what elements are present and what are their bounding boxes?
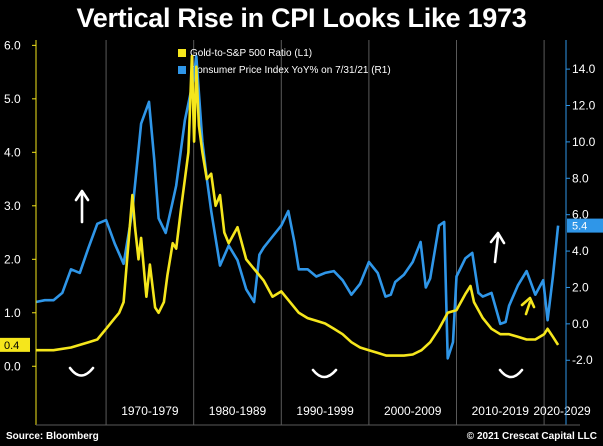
bottom-marker-icon <box>68 366 95 377</box>
source-label: Source: Bloomberg <box>6 431 99 442</box>
legend-label-cpi: Consumer Price Index YoY% on 7/31/21 (R1… <box>190 65 391 76</box>
x-tick-label: 1990-1999 <box>296 404 354 418</box>
x-tick-label: 2010-2019 <box>472 404 530 418</box>
bottom-marker-icon <box>311 368 338 379</box>
left-tick-label: 5.0 <box>4 92 21 106</box>
arrow-up-right-icon <box>520 296 536 316</box>
series-line-cpi-yoy <box>35 55 560 360</box>
left-tick-label: 1.0 <box>4 306 21 320</box>
right-tick-label: 10.0 <box>572 135 596 149</box>
right-tick-label: 6.0 <box>572 208 589 222</box>
right-tick-label: 4.0 <box>572 244 589 258</box>
page-title: Vertical Rise in CPI Looks Like 1973 <box>76 3 527 33</box>
x-tick-label: 2000-2009 <box>384 404 442 418</box>
left-tick-label: 4.0 <box>4 145 21 159</box>
last-value-badge-cpi <box>567 218 603 233</box>
last-value-badge-gold <box>0 337 30 352</box>
x-tick-label: 1970-1979 <box>121 404 179 418</box>
left-tick-label: 6.0 <box>4 38 21 52</box>
right-tick-label: 0.0 <box>572 317 589 331</box>
series-layer <box>35 54 560 360</box>
right-tick-label: 14.0 <box>572 62 596 76</box>
axes-layer: 1970-1979 1980-1989 1990-1999 2000-2009 2010… <box>0 38 603 426</box>
legend-swatch-gold <box>178 49 186 57</box>
last-value-label-cpi: 5.4 <box>572 221 587 233</box>
left-tick-label: 2.0 <box>4 252 21 266</box>
legend-label-gold: Gold-to-S&P 500 Ratio (L1) <box>190 48 312 59</box>
bottom-marker-icon <box>498 368 524 379</box>
left-tick-label: 0.0 <box>4 359 21 373</box>
right-tick-label: 2.0 <box>572 280 589 294</box>
gridlines <box>105 40 545 425</box>
arrow-up-icon <box>489 231 506 264</box>
annotations <box>68 189 536 379</box>
right-tick-label: 8.0 <box>572 171 589 185</box>
left-tick-label: 3.0 <box>4 199 21 213</box>
arrow-up-icon <box>74 189 90 224</box>
legend-swatch-cpi <box>178 66 186 74</box>
x-tick-label: 1980-1989 <box>209 404 267 418</box>
legend: Gold-to-S&P 500 Ratio (L1) Consumer Pric… <box>178 48 391 76</box>
copyright-label: © 2021 Crescat Capital LLC <box>466 431 597 442</box>
right-tick-label: -2.0 <box>572 353 593 367</box>
last-value-label-gold: 0.4 <box>4 340 19 352</box>
right-tick-label: 12.0 <box>572 99 596 113</box>
series-line-gold-sp500-ratio <box>36 54 560 357</box>
x-tick-label: 2020-2029 <box>533 404 591 418</box>
